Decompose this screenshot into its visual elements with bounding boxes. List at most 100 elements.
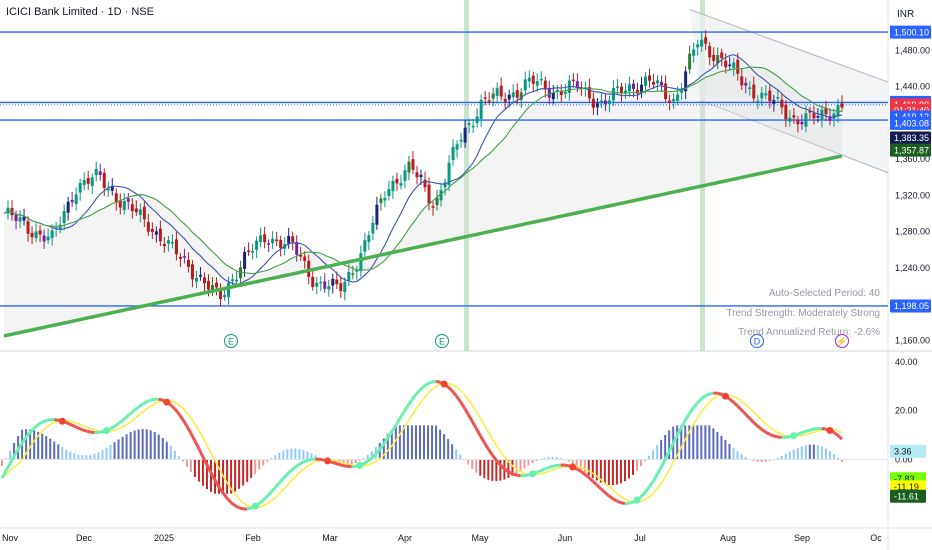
- candle-body: [82, 180, 86, 186]
- histogram-bar: [579, 459, 582, 470]
- histogram-bar: [1, 459, 3, 467]
- oscillator-segment: [213, 479, 221, 488]
- y-tick-label: 1,320.00: [895, 190, 930, 200]
- histogram-bar: [603, 459, 606, 485]
- candle-body: [551, 92, 555, 100]
- oscillator-segment: [150, 397, 156, 402]
- histogram-bar: [511, 459, 514, 476]
- candle-body: [403, 170, 407, 181]
- candle-body: [571, 79, 575, 82]
- histogram-bar: [559, 458, 562, 460]
- histogram-bar: [278, 452, 281, 460]
- oscillator-segment: [458, 400, 466, 409]
- candle-body: [411, 159, 415, 170]
- oscillator-segment: [462, 406, 470, 416]
- oscillator-segment: [24, 431, 32, 439]
- oscillator-segment: [37, 420, 43, 426]
- histogram-bar: [455, 449, 458, 460]
- oscillator-segment: [450, 389, 458, 397]
- histogram-bar: [205, 459, 208, 490]
- oscillator-segment: [398, 411, 406, 420]
- oscillator-segment: [217, 486, 225, 494]
- histogram-bar: [804, 445, 807, 460]
- histogram-bar: [720, 435, 723, 460]
- candle-body: [788, 117, 792, 122]
- candle-body: [724, 60, 728, 68]
- histogram-bar: [543, 457, 546, 460]
- candle-body: [599, 100, 603, 104]
- ma-fast-line: [3, 54, 843, 286]
- price-badge-1: 1,500.10: [890, 25, 931, 39]
- histogram-bar: [824, 448, 827, 460]
- histogram-bar: [535, 459, 538, 461]
- oscillator-segment: [193, 440, 201, 450]
- oscillator-segment: [628, 500, 634, 505]
- candle-body: [315, 282, 319, 287]
- oscillator-segment: [728, 397, 735, 404]
- candle-body: [660, 81, 664, 86]
- candle-body: [595, 103, 599, 108]
- indicator-badge-text: -11.19: [894, 482, 919, 492]
- candle-body: [158, 228, 162, 242]
- histogram-bar: [623, 459, 626, 482]
- oscillator-segment: [113, 422, 120, 428]
- x-tick-label: Oc: [870, 533, 882, 543]
- crossover-dot: [826, 426, 834, 434]
- histogram-bar: [648, 455, 651, 460]
- histogram-bar: [157, 434, 160, 460]
- x-tick-label: Aug: [720, 533, 736, 543]
- trend-channel-fill: [690, 9, 888, 173]
- histogram-bar: [752, 459, 755, 461]
- candle-body: [219, 289, 223, 300]
- histogram-bar: [246, 459, 249, 482]
- candle-body: [243, 251, 247, 269]
- histogram-bar: [551, 456, 554, 460]
- histogram-bar: [800, 446, 803, 460]
- histogram-bar: [736, 451, 739, 460]
- candle-body: [483, 97, 487, 99]
- signal-line: [1, 382, 843, 509]
- candle-body: [808, 110, 812, 113]
- price-badge-bg: [890, 25, 931, 39]
- currency-label[interactable]: INR: [897, 9, 915, 20]
- oscillator-segment: [483, 441, 490, 450]
- stat-period: Auto-Selected Period: 40: [768, 288, 880, 299]
- candle-body: [251, 251, 255, 253]
- oscillator-segment: [262, 495, 269, 502]
- histogram-bar: [109, 445, 112, 460]
- oscillator-segment: [246, 506, 252, 511]
- oscillator-segment: [821, 427, 827, 431]
- candle-body: [427, 184, 431, 204]
- oscillator-segment: [491, 454, 498, 462]
- oscillator-segment: [524, 473, 529, 478]
- candle-body: [832, 113, 836, 119]
- candle-body: [130, 204, 134, 212]
- oscillator-segment: [499, 463, 506, 470]
- candle-body: [812, 113, 816, 119]
- y-tick-label: 1,280.00: [895, 227, 930, 237]
- histogram-bar: [358, 459, 361, 461]
- crossover-dot: [440, 380, 448, 388]
- indicator-badge-bg: [890, 444, 926, 458]
- price-badge-bg: [890, 143, 931, 157]
- y-tick-label: 1,240.00: [895, 263, 930, 273]
- histogram-bar: [89, 454, 92, 460]
- oscillator-segment: [655, 466, 663, 476]
- oscillator-segment: [717, 391, 722, 396]
- candle-body: [235, 279, 239, 282]
- candle-body: [736, 59, 740, 74]
- x-tick-label: Mar: [322, 533, 338, 543]
- histogram-bar: [479, 459, 482, 476]
- oscillator-segment: [595, 483, 602, 490]
- histogram-bar: [414, 425, 417, 460]
- candle-body: [202, 277, 206, 284]
- histogram-bar: [193, 459, 196, 478]
- histogram-bar: [113, 442, 116, 460]
- histogram-bar: [286, 449, 289, 460]
- oscillator-segment: [620, 501, 626, 505]
- histogram-bar: [406, 425, 409, 460]
- candle-body: [255, 240, 259, 250]
- trend-channel-upper: [689, 9, 889, 83]
- candle-body: [379, 198, 383, 203]
